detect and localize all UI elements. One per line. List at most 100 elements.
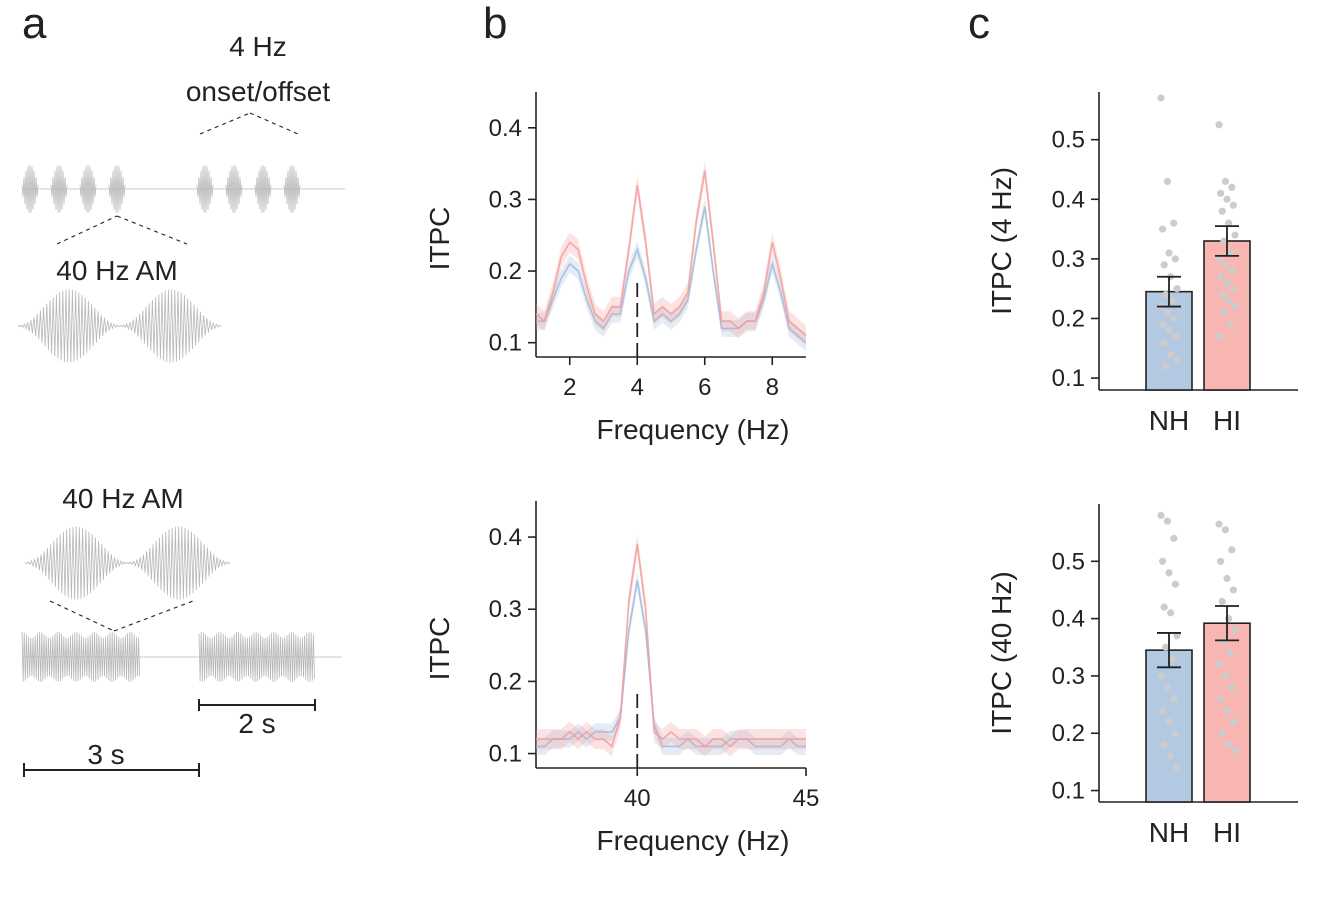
- data-point-nh: [1159, 320, 1167, 329]
- scale-bar-2s: [198, 699, 316, 711]
- data-point-nh: [1163, 517, 1171, 525]
- data-point-hi: [1229, 586, 1237, 594]
- am-label-bottom: 40 Hz AM: [62, 483, 183, 514]
- band-hi: [536, 534, 806, 757]
- y-tick-label: 0.1: [1052, 365, 1085, 392]
- x-tick-label: 45: [793, 785, 820, 812]
- x-axis-title: Frequency (Hz): [597, 825, 790, 856]
- burst-train-4hz: [21, 164, 301, 213]
- y-tick-label: 0.1: [1052, 778, 1085, 805]
- stimulus-schematic: 4 Hz onset/offset 40 Hz AM 40 Hz AM 2 s …: [17, 31, 345, 777]
- itpc-bars-40hz: 0.1 0.2 0.3 0.4 0.5 ITPC (40 Hz) NH HI: [986, 504, 1298, 848]
- data-point-nh: [1171, 255, 1179, 263]
- data-point-hi: [1231, 626, 1239, 634]
- data-point-hi: [1228, 546, 1236, 554]
- onset-offset-label: onset/offset: [186, 76, 330, 107]
- data-point-hi: [1231, 746, 1239, 755]
- data-point-nh: [1160, 603, 1168, 611]
- y-tick-label: 0.2: [489, 668, 522, 695]
- data-point-hi: [1226, 249, 1234, 257]
- data-point-nh: [1165, 718, 1173, 726]
- data-point-nh: [1157, 672, 1165, 680]
- burst-6: [225, 164, 243, 213]
- data-point-nh: [1160, 741, 1168, 749]
- data-point-nh: [1163, 177, 1171, 185]
- data-point-hi: [1215, 121, 1223, 129]
- y-tick-label: 0.3: [489, 596, 522, 623]
- data-point-nh: [1173, 764, 1181, 772]
- data-point-hi: [1215, 520, 1223, 528]
- y-tick-label: 0.4: [1052, 186, 1085, 213]
- data-point-nh: [1173, 632, 1181, 640]
- data-point-hi: [1218, 207, 1226, 215]
- data-point-nh: [1171, 729, 1179, 737]
- data-point-nh: [1168, 655, 1176, 663]
- data-point-hi: [1221, 261, 1229, 269]
- panel-letter-a: a: [22, 0, 47, 48]
- data-point-nh: [1171, 580, 1179, 588]
- data-point-hi: [1223, 279, 1231, 287]
- data-point-hi: [1215, 660, 1223, 669]
- data-point-hi: [1220, 237, 1228, 245]
- zoom-line-top-left: [199, 112, 251, 135]
- bar-nh: [1145, 290, 1193, 391]
- zoom-line-top-right: [249, 112, 299, 135]
- burst-4: [108, 164, 126, 213]
- x-tick-label: 6: [698, 374, 711, 401]
- data-point-nh: [1165, 569, 1173, 577]
- am-waveform-top: [17, 289, 222, 363]
- y-tick-label: 0.1: [489, 741, 522, 768]
- data-point-hi: [1228, 183, 1236, 191]
- y-axis-title: ITPC: [424, 207, 455, 271]
- data-point-hi: [1225, 219, 1233, 227]
- data-point-nh: [1170, 695, 1178, 703]
- data-point-hi: [1217, 189, 1225, 197]
- data-point-hi: [1229, 718, 1237, 726]
- data-point-hi: [1223, 706, 1231, 714]
- data-point-nh: [1168, 297, 1176, 305]
- data-point-hi: [1225, 297, 1233, 305]
- zoom-line-mid-right: [116, 215, 188, 245]
- data-point-nh: [1171, 332, 1179, 340]
- x-tick-label: 8: [766, 374, 779, 401]
- data-point-hi: [1231, 231, 1239, 239]
- data-point-hi: [1220, 308, 1228, 317]
- data-point-nh: [1173, 356, 1181, 364]
- y-axis-title: ITPC: [424, 617, 455, 681]
- data-point-hi: [1223, 574, 1231, 583]
- data-point-nh: [1167, 609, 1175, 617]
- data-point-nh: [1170, 534, 1178, 542]
- data-point-nh: [1165, 249, 1173, 257]
- category-label-nh: NH: [1149, 817, 1189, 848]
- y-tick-label: 0.4: [489, 115, 522, 142]
- am-label-top: 40 Hz AM: [56, 255, 177, 286]
- panel-letter-c: c: [968, 0, 990, 48]
- y-tick-label: 0.3: [1052, 663, 1085, 690]
- category-label-hi: HI: [1213, 817, 1241, 848]
- data-point-nh: [1162, 362, 1170, 370]
- itpc-spectrum-4hz: 0.1 0.2 0.3 0.4 2 4 6 8 Frequency (Hz) ITPC: [424, 92, 807, 445]
- data-point-hi: [1231, 302, 1239, 311]
- data-point-nh: [1159, 225, 1167, 233]
- zoom-line-mid-left: [56, 215, 118, 245]
- x-tick-label: 40: [624, 785, 651, 812]
- panel-letter-b: b: [483, 0, 507, 48]
- category-label-hi: HI: [1213, 405, 1241, 436]
- y-axis-title: ITPC (40 Hz): [986, 571, 1017, 734]
- data-point-nh: [1162, 291, 1170, 299]
- data-point-hi: [1221, 177, 1229, 185]
- line-nh: [536, 580, 806, 748]
- data-point-hi: [1228, 267, 1236, 275]
- data-point-hi: [1217, 695, 1225, 703]
- data-point-nh: [1173, 285, 1181, 293]
- y-tick-label: 0.2: [1052, 720, 1085, 747]
- scale-bar-3s: [23, 763, 200, 777]
- line-nh: [536, 206, 807, 344]
- data-point-nh: [1163, 683, 1171, 691]
- data-point-hi: [1225, 741, 1233, 749]
- data-point-hi: [1221, 526, 1229, 534]
- onset-rate-label: 4 Hz: [229, 31, 287, 62]
- data-point-nh: [1162, 643, 1170, 651]
